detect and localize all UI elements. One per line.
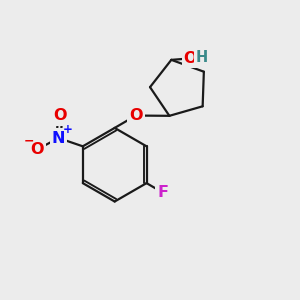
Text: O: O (184, 51, 197, 66)
Text: +: + (62, 123, 72, 136)
Text: O: O (31, 142, 44, 157)
Text: H: H (196, 50, 208, 65)
Text: F: F (157, 185, 168, 200)
Text: O: O (53, 109, 67, 124)
Text: N: N (52, 130, 65, 146)
Text: −: − (24, 134, 34, 148)
Text: O: O (129, 108, 142, 123)
